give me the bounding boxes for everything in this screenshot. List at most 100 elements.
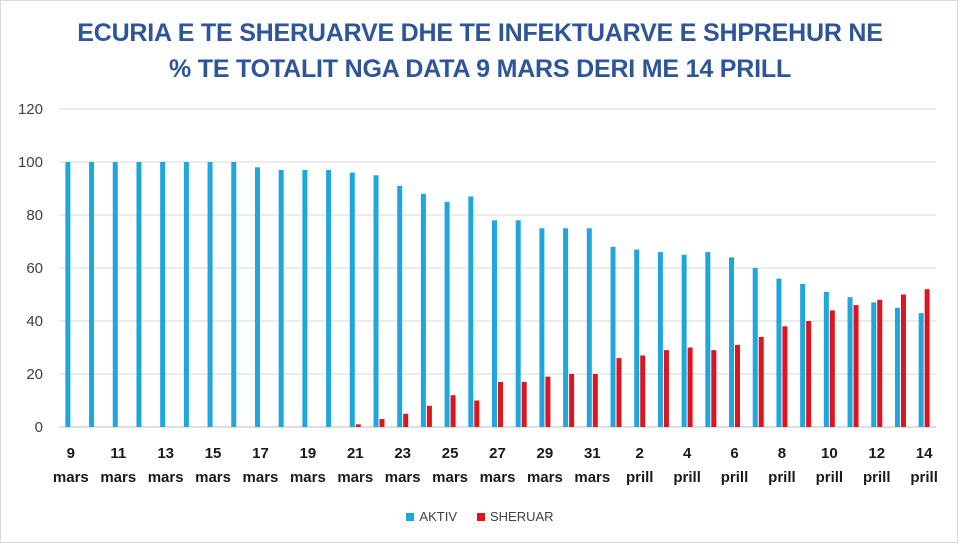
bar-sheruar-20	[545, 376, 551, 427]
x-tick-day-8: 17	[252, 445, 269, 462]
y-tick-label-0: 0	[35, 419, 43, 436]
x-tick-day-12: 21	[347, 445, 364, 462]
bar-aktiv-24	[634, 249, 640, 427]
x-tick-month-22: mars	[574, 469, 610, 486]
x-tick-month-20: mars	[527, 469, 563, 486]
bar-aktiv-0	[65, 162, 71, 427]
legend-label-aktiv: AKTIV	[419, 509, 457, 524]
x-tick-day-0: 9	[67, 445, 75, 462]
bar-aktiv-35	[894, 307, 900, 427]
bar-aktiv-13	[373, 175, 379, 427]
bar-sheruar-25	[663, 350, 669, 427]
x-tick-month-18: mars	[480, 469, 516, 486]
bar-aktiv-26	[681, 254, 687, 427]
x-tick-day-30: 8	[778, 445, 786, 462]
bar-sheruar-13	[379, 419, 385, 427]
x-tick-month-34: prill	[863, 469, 891, 486]
bar-aktiv-34	[871, 302, 877, 427]
bar-sheruar-21	[569, 374, 575, 427]
bar-sheruar-36	[924, 289, 930, 427]
x-tick-month-8: mars	[243, 469, 279, 486]
x-tick-day-16: 25	[442, 445, 459, 462]
x-tick-day-26: 4	[683, 445, 692, 462]
bar-sheruar-22	[592, 374, 598, 427]
bar-aktiv-31	[800, 283, 806, 427]
bar-aktiv-12	[349, 172, 355, 427]
bar-sheruar-33	[853, 305, 859, 427]
bar-sheruar-27	[711, 350, 717, 427]
bar-aktiv-29	[752, 268, 758, 427]
x-tick-month-24: prill	[626, 469, 654, 486]
legend-item-sheruar: SHERUAR	[477, 509, 554, 524]
bar-sheruar-28	[735, 344, 741, 427]
bar-sheruar-30	[782, 326, 788, 427]
x-tick-month-10: mars	[290, 469, 326, 486]
chart-title-line-1: ECURIA E TE SHERUARVE DHE TE INFEKTUARVE…	[77, 19, 883, 47]
bar-aktiv-25	[657, 252, 663, 427]
bar-aktiv-7	[231, 162, 237, 427]
x-tick-month-14: mars	[385, 469, 421, 486]
bar-aktiv-18	[492, 220, 497, 427]
chart-title-line-2: % TE TOTALIT NGA DATA 9 MARS DERI ME 14 …	[168, 55, 792, 83]
x-tick-month-16: mars	[432, 469, 468, 486]
bar-sheruar-18	[498, 381, 503, 427]
y-tick-label-80: 80	[26, 207, 43, 224]
bar-sheruar-32	[829, 310, 835, 427]
bar-aktiv-6	[207, 162, 213, 427]
bar-aktiv-23	[610, 246, 616, 427]
bar-chart: 0 20 40 60 80 100 120 9 mars 11 mars 13 mars 15 mars 17…	[18, 101, 938, 486]
x-tick-day-6: 15	[205, 445, 222, 462]
bar-sheruar-23	[616, 358, 622, 427]
legend-label-sheruar: SHERUAR	[490, 509, 554, 524]
y-tick-label-60: 60	[26, 260, 43, 277]
bar-aktiv-3	[136, 162, 142, 427]
x-tick-month-6: mars	[195, 469, 231, 486]
bar-sheruar-14	[403, 413, 409, 427]
x-tick-day-18: 27	[489, 445, 506, 462]
y-tick-label-20: 20	[26, 366, 43, 383]
legend-item-aktiv: AKTIV	[406, 509, 457, 524]
bar-sheruar-12	[355, 424, 361, 427]
x-tick-day-28: 6	[730, 445, 738, 462]
x-tick-month-12: mars	[337, 469, 373, 486]
bar-aktiv-33	[847, 297, 853, 427]
x-tick-day-22: 31	[584, 445, 601, 462]
x-tick-month-4: mars	[148, 469, 184, 486]
x-tick-month-26: prill	[673, 469, 701, 486]
bar-aktiv-36	[918, 313, 924, 427]
bar-sheruar-17	[474, 400, 480, 427]
x-tick-day-4: 13	[157, 445, 174, 462]
bar-aktiv-4	[160, 162, 166, 427]
bar-sheruar-29	[758, 336, 764, 427]
x-tick-day-36: 14	[916, 445, 933, 462]
bar-aktiv-16	[444, 201, 450, 427]
y-tick-label-120: 120	[18, 101, 43, 118]
legend: AKTIV SHERUAR	[1, 509, 959, 524]
bar-aktiv-9	[278, 169, 284, 427]
x-tick-month-28: prill	[721, 469, 749, 486]
x-tick-month-32: prill	[816, 469, 844, 486]
x-tick-day-10: 19	[300, 445, 317, 462]
bar-aktiv-10	[302, 169, 308, 427]
y-tick-label-40: 40	[26, 313, 43, 330]
bar-aktiv-15	[420, 193, 426, 427]
bar-aktiv-8	[254, 167, 260, 428]
bar-aktiv-28	[729, 257, 735, 427]
bar-sheruar-34	[877, 299, 883, 427]
bar-aktiv-27	[705, 252, 711, 427]
bar-sheruar-15	[426, 405, 432, 427]
x-tick-day-32: 10	[821, 445, 838, 462]
bar-aktiv-22	[586, 228, 592, 427]
bar-aktiv-14	[397, 185, 403, 427]
bar-aktiv-19	[515, 220, 521, 427]
x-tick-day-2: 11	[110, 445, 126, 462]
x-tick-day-20: 29	[537, 445, 554, 462]
chart-title: ECURIA E TE SHERUARVE DHE TE INFEKTUARVE…	[1, 15, 959, 87]
bar-aktiv-11	[326, 169, 332, 427]
x-tick-month-30: prill	[768, 469, 796, 486]
bar-aktiv-30	[776, 278, 782, 427]
y-tick-label-100: 100	[18, 154, 43, 171]
bar-sheruar-24	[640, 355, 646, 427]
bar-sheruar-31	[806, 321, 812, 427]
x-tick-day-14: 23	[394, 445, 411, 462]
